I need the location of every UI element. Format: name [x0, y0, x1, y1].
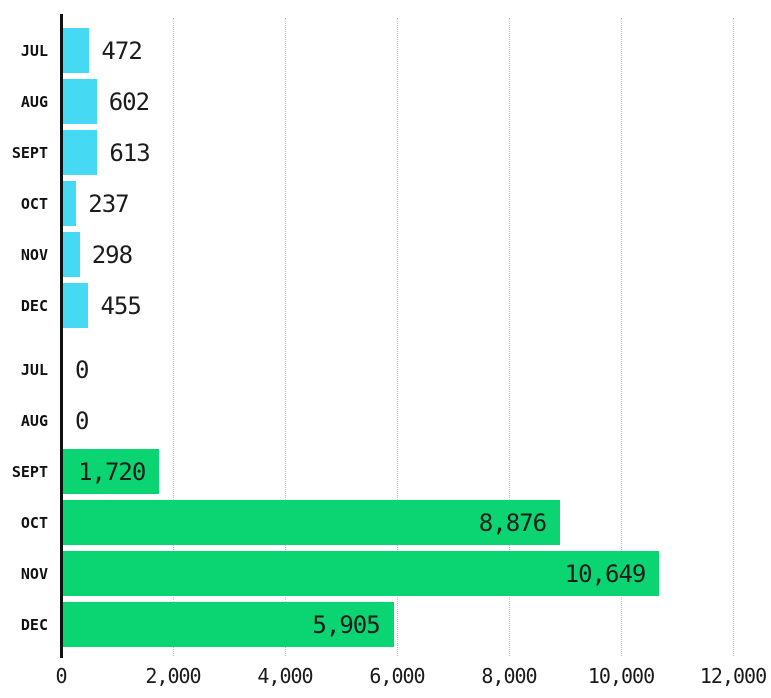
- gridline: [173, 18, 174, 656]
- value-label: 0: [75, 406, 89, 435]
- gridline: [621, 18, 622, 656]
- month-label: OCT: [20, 194, 48, 213]
- month-label: NOV: [20, 564, 48, 583]
- value-label: 472: [101, 36, 142, 65]
- y-axis-line: [60, 14, 63, 658]
- x-tick-label: 0: [55, 664, 67, 688]
- gridline: [285, 18, 286, 656]
- month-label: DEC: [20, 296, 48, 315]
- bar-cyan-series-oct: [63, 181, 77, 226]
- month-label: AUG: [20, 411, 48, 430]
- x-tick-label: 12,000: [699, 664, 767, 688]
- month-label: AUG: [20, 92, 48, 111]
- bar-cyan-series-aug: [63, 79, 97, 124]
- value-label: 5,905: [312, 610, 380, 639]
- value-label: 0: [75, 355, 89, 384]
- gridline: [509, 18, 510, 656]
- gridline: [733, 18, 734, 656]
- month-label: SEPT: [11, 462, 48, 481]
- value-label: 298: [91, 240, 133, 269]
- x-tick-label: 10,000: [587, 664, 655, 688]
- value-label: 613: [109, 138, 150, 167]
- bar-cyan-series-dec: [63, 283, 89, 328]
- month-label: JUL: [20, 360, 48, 379]
- bar-green-series-dec: [63, 602, 394, 647]
- bar-cyan-series-sept: [63, 130, 98, 175]
- value-label: 1,720: [78, 457, 146, 486]
- gridline: [397, 18, 398, 656]
- x-tick-label: 4,000: [257, 664, 313, 688]
- month-label: NOV: [20, 245, 48, 264]
- bar-cyan-series-nov: [63, 232, 80, 277]
- month-label: OCT: [20, 513, 48, 532]
- month-label: SEPT: [11, 143, 48, 162]
- value-label: 8,876: [478, 508, 547, 537]
- bar-cyan-series-jul: [63, 28, 90, 73]
- value-label: 455: [100, 291, 141, 320]
- value-label: 237: [88, 189, 129, 218]
- month-label: DEC: [20, 615, 48, 634]
- x-tick-label: 8,000: [481, 664, 537, 688]
- x-tick-label: 2,000: [145, 664, 201, 688]
- value-label: 10,649: [564, 559, 647, 588]
- month-label: JUL: [20, 41, 48, 60]
- bar-green-series-sept: [63, 449, 160, 494]
- value-label: 602: [108, 87, 150, 116]
- x-tick-label: 6,000: [369, 664, 425, 688]
- bar-green-series-oct: [63, 500, 561, 545]
- bar-green-series-nov: [63, 551, 660, 596]
